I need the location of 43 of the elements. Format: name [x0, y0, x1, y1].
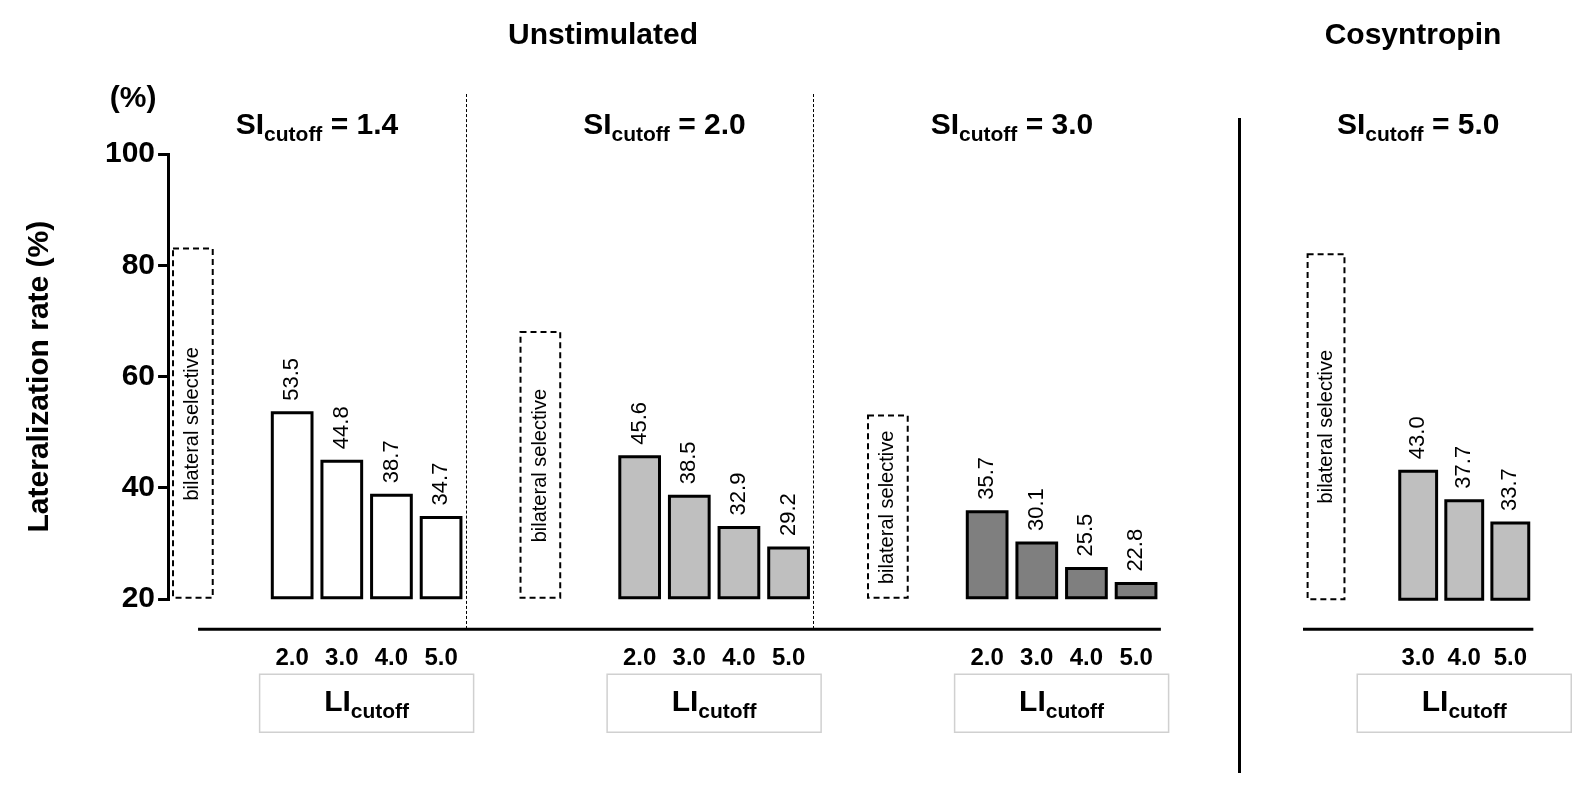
data-label: 53.5 [278, 357, 304, 401]
x-tick-label: 3.0 [1401, 643, 1435, 671]
chart-title: Unstimulated [507, 17, 699, 51]
y-tick-label: 40 [121, 469, 156, 503]
x-tick-label: 5.0 [1493, 643, 1528, 671]
text: bilateral selective [527, 388, 550, 543]
data-label: 30.1 [1022, 488, 1048, 531]
text: bilateral selective [875, 430, 898, 585]
x-tick-label: 4.0 [1447, 643, 1481, 671]
series-label: bilateral selective [1313, 349, 1336, 504]
data-label: 22.8 [1122, 528, 1148, 572]
data-label: 34.7 [427, 462, 453, 506]
y-axis-title: Lateralization rate (%) [21, 220, 55, 533]
x-tick-label: 4.0 [722, 643, 756, 671]
x-tick-label: 3.0 [325, 643, 359, 671]
x-tick-label: 3.0 [1020, 643, 1054, 671]
data-label: 35.7 [973, 457, 999, 500]
x-tick-label: 4.0 [1069, 643, 1104, 671]
x-tick-label: 2.0 [970, 643, 1004, 671]
x-tick-label: 5.0 [1119, 643, 1153, 671]
data-label: 33.7 [1496, 468, 1522, 511]
y-tick-label: 100 [104, 135, 156, 169]
x-tick-label: 3.0 [672, 643, 706, 671]
data-label: 44.8 [327, 406, 353, 450]
data-label: 38.5 [675, 441, 701, 485]
data-label: 25.5 [1072, 513, 1098, 557]
data-label: 37.7 [1450, 445, 1476, 489]
series-label: bilateral selective [180, 347, 203, 501]
data-label: 32.9 [725, 472, 750, 516]
y-tick-label: 60 [121, 357, 156, 391]
chart-title: Cosyntropin [1324, 17, 1502, 51]
x-tick-label: 5.0 [424, 643, 458, 671]
data-label: 45.6 [625, 401, 651, 445]
y-tick-label: 80 [121, 246, 156, 280]
x-tick-label: 2.0 [275, 643, 309, 671]
data-label: 43.0 [1404, 416, 1430, 460]
x-tick-label: 5.0 [771, 643, 806, 671]
x-tick-label: 2.0 [622, 643, 657, 671]
data-label: 38.7 [377, 440, 403, 484]
x-tick-label: 4.0 [374, 643, 409, 671]
text: (%) [109, 80, 157, 114]
y-tick-label: 20 [121, 580, 156, 614]
data-label: 29.2 [774, 493, 800, 536]
